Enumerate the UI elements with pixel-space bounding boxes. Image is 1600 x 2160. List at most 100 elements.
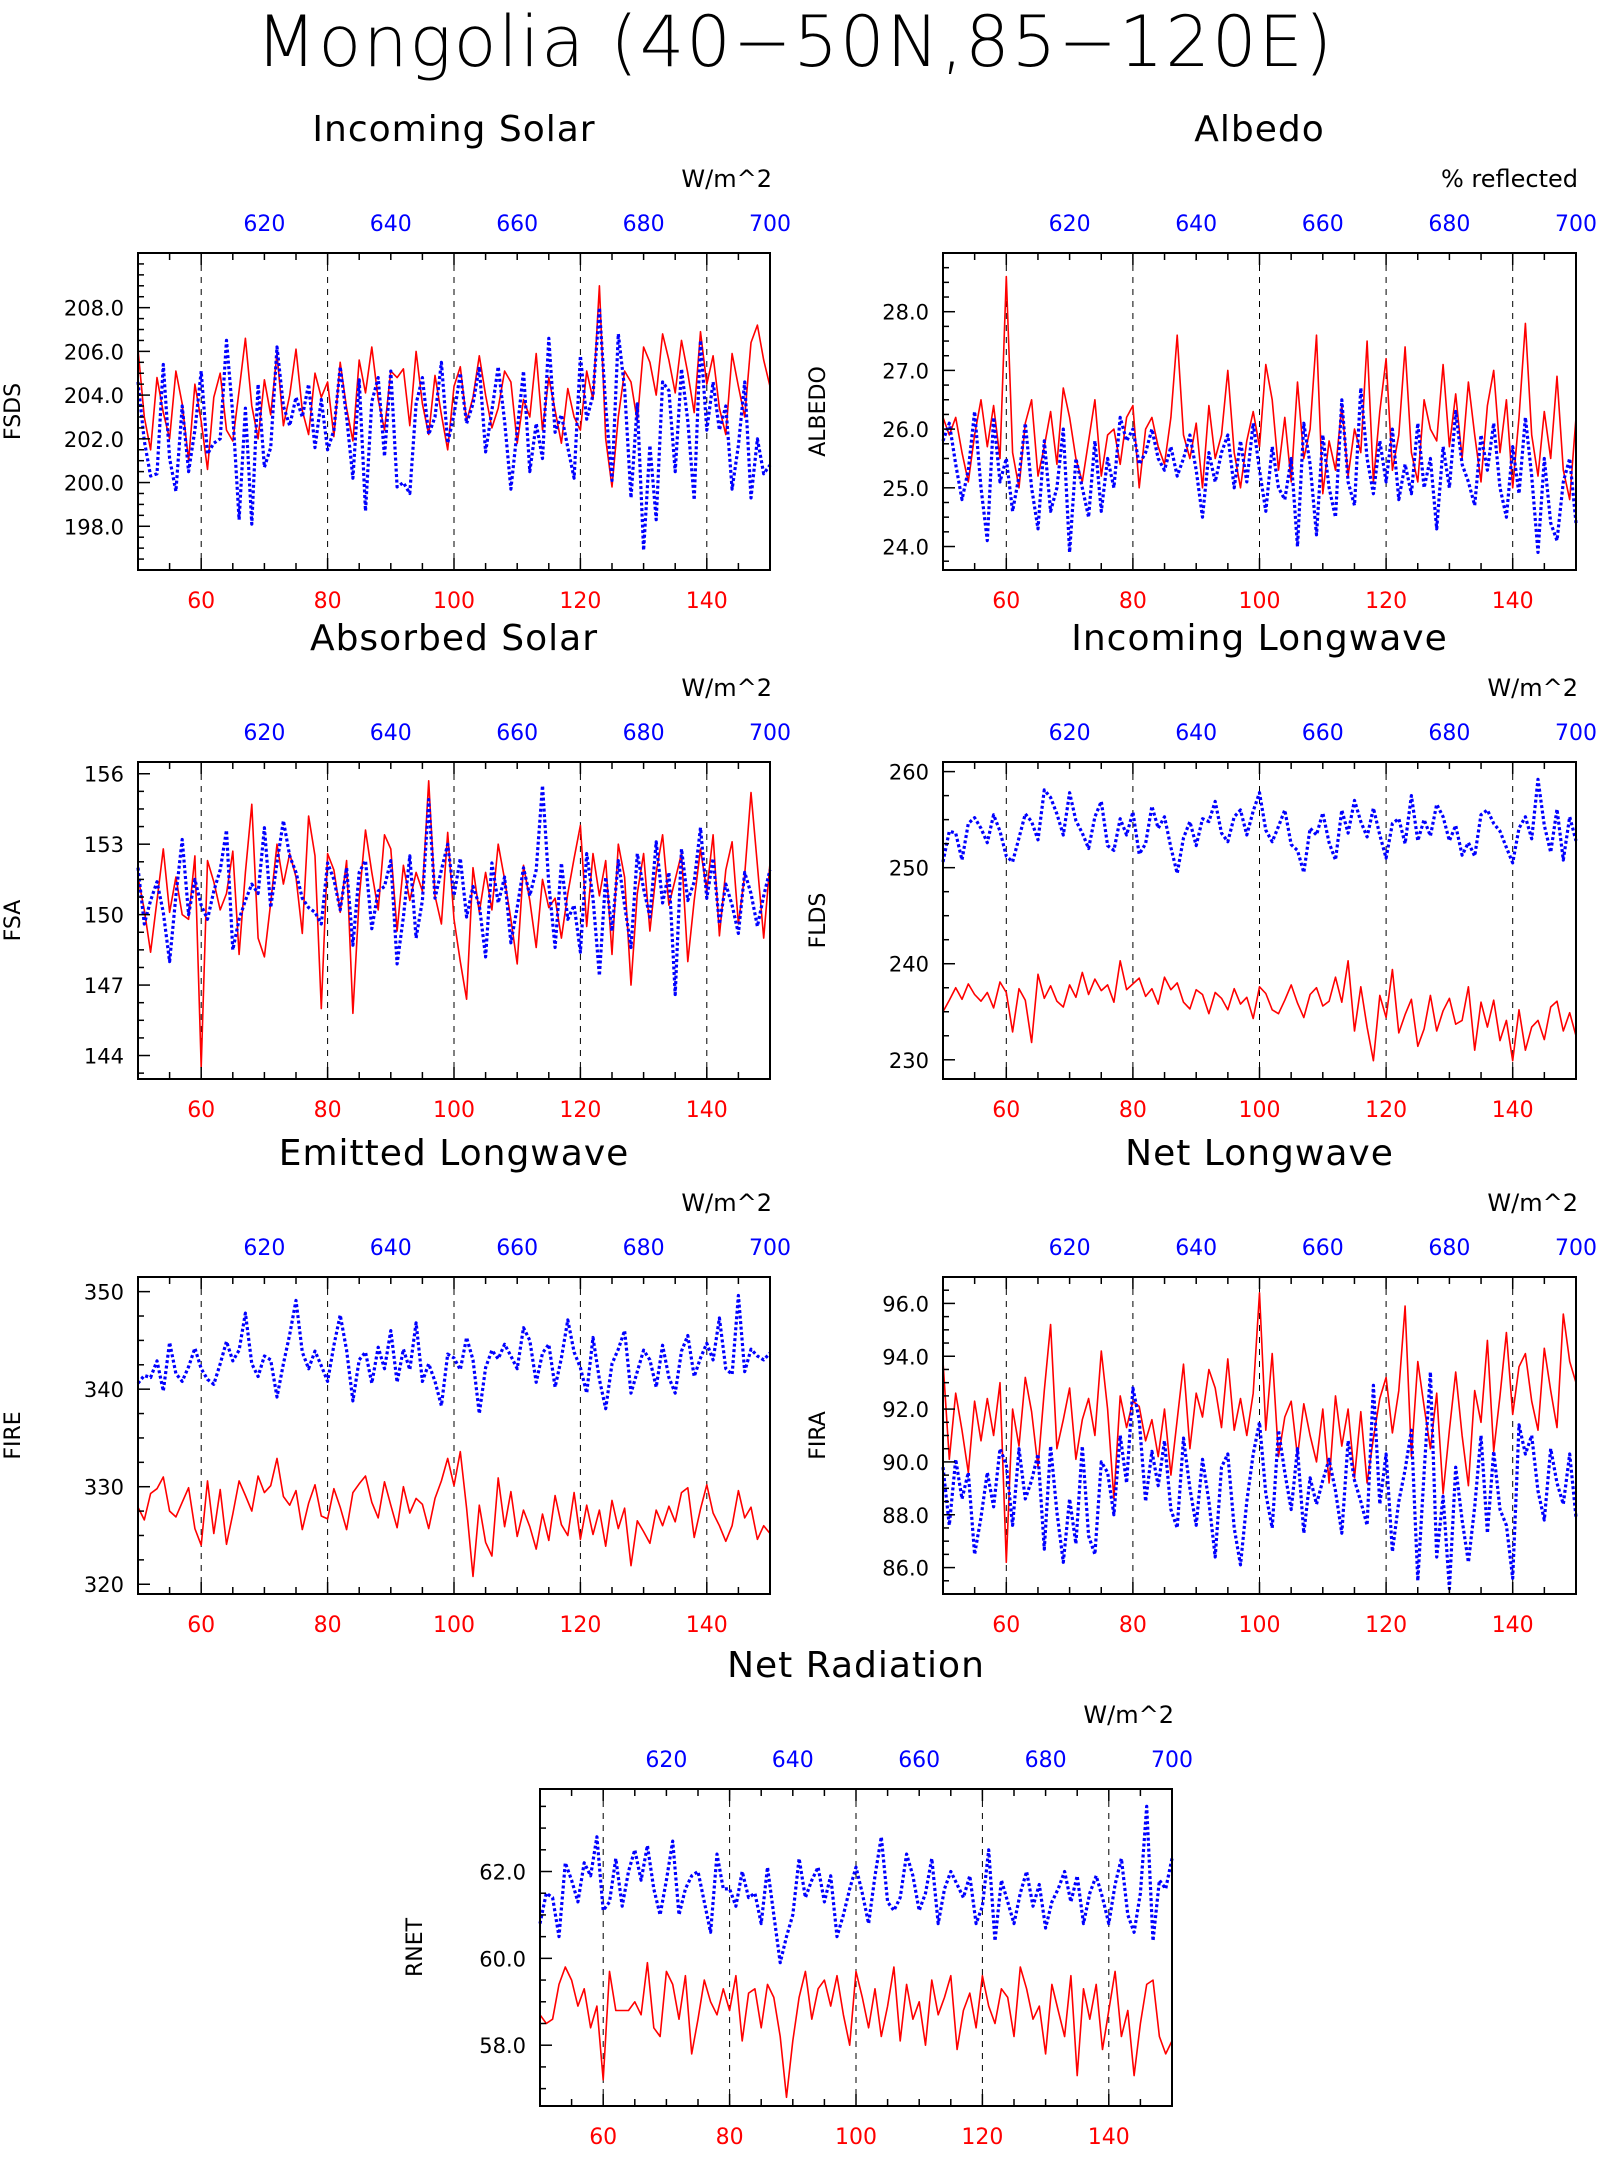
red-series-line: [942, 1292, 1577, 1564]
x-tick-label-top: 680: [623, 1236, 665, 1261]
y-tick-label: 28.0: [882, 301, 929, 325]
x-tick-label-bottom: 100: [433, 589, 475, 614]
y-tick-label: 60.0: [479, 1947, 526, 1971]
x-tick-label-bottom: 80: [716, 2125, 744, 2150]
y-tick-label: 144: [84, 1045, 124, 1069]
y-tick-label: 90.0: [882, 1451, 929, 1475]
y-tick-label: 27.0: [882, 359, 929, 383]
y-tick-label: 94.0: [882, 1345, 929, 1369]
y-tick-label: 350: [84, 1281, 124, 1305]
x-tick-label-bottom: 60: [187, 1613, 215, 1638]
units-label: W/m^2: [1083, 1701, 1174, 1729]
y-tick-label: 204.0: [64, 384, 124, 408]
x-tick-label-top: 660: [496, 212, 538, 237]
x-tick-label-bottom: 100: [835, 2125, 877, 2150]
y-axis-label: RNET: [403, 1917, 428, 1977]
x-tick-label-top: 700: [749, 721, 791, 746]
red-series-line: [539, 1961, 1173, 2099]
x-tick-label-top: 640: [370, 212, 412, 237]
x-tick-label-bottom: 140: [1492, 1613, 1534, 1638]
x-tick-label-bottom: 80: [1119, 1613, 1147, 1638]
panel-rnet: Net Radiation W/m^2 60 80 100 120 140 620 640 660…: [403, 1645, 1193, 2150]
x-tick-label-bottom: 80: [314, 1098, 342, 1123]
panel-flds: Incoming Longwave W/m^2 60 80 100 120 140 620 64…: [806, 618, 1597, 1123]
x-tick-label-top: 640: [370, 721, 412, 746]
blue-series-line: [136, 306, 772, 552]
x-tick-label-top: 620: [243, 721, 285, 746]
x-tick-label-top: 660: [496, 721, 538, 746]
x-tick-label-bottom: 60: [187, 1098, 215, 1123]
y-tick-label: 62.0: [479, 1861, 526, 1885]
x-tick-label-top: 660: [1302, 212, 1344, 237]
red-series-line: [942, 275, 1577, 501]
x-tick-label-top: 620: [1049, 1236, 1091, 1261]
y-tick-label: 147: [84, 974, 124, 998]
x-tick-label-top: 700: [1151, 1748, 1193, 1773]
red-series-line: [137, 284, 771, 488]
x-tick-label-bottom: 80: [1119, 589, 1147, 614]
panel-title: Incoming Longwave: [1071, 618, 1448, 659]
x-tick-label-top: 640: [772, 1748, 814, 1773]
x-tick-label-bottom: 120: [559, 1098, 601, 1123]
x-tick-label-top: 640: [1175, 721, 1217, 746]
x-tick-label-bottom: 120: [559, 1613, 601, 1638]
units-label: W/m^2: [681, 674, 772, 702]
blue-series-line: [136, 1293, 772, 1416]
units-label: W/m^2: [681, 165, 772, 193]
x-tick-label-bottom: 140: [686, 1613, 728, 1638]
units-label: W/m^2: [1487, 674, 1578, 702]
x-tick-label-top: 620: [1049, 721, 1091, 746]
x-tick-label-bottom: 60: [992, 1613, 1020, 1638]
x-tick-label-top: 700: [1555, 1236, 1597, 1261]
x-tick-label-bottom: 120: [1365, 1613, 1407, 1638]
blue-series-line: [941, 386, 1578, 555]
y-tick-label: 330: [84, 1476, 124, 1500]
x-tick-label-bottom: 100: [433, 1098, 475, 1123]
x-tick-label-top: 680: [1428, 1236, 1470, 1261]
blue-series-line: [941, 777, 1578, 876]
x-tick-label-top: 640: [1175, 212, 1217, 237]
red-series-line: [137, 1450, 771, 1578]
x-tick-label-top: 680: [623, 721, 665, 746]
y-tick-label: 26.0: [882, 418, 929, 442]
y-axis-label: FSA: [1, 900, 26, 942]
y-axis-label: FLDS: [806, 893, 831, 949]
x-tick-label-bottom: 60: [992, 1098, 1020, 1123]
x-tick-label-bottom: 60: [992, 589, 1020, 614]
y-tick-label: 202.0: [64, 428, 124, 452]
x-tick-label-top: 680: [1025, 1748, 1067, 1773]
y-tick-label: 92.0: [882, 1398, 929, 1422]
y-axis-label: FIRE: [1, 1411, 26, 1459]
y-axis-label: FSDS: [1, 383, 26, 440]
panel-fsds: Incoming Solar W/m^2 60 80 100 120 140 620 640 66…: [1, 109, 791, 614]
y-tick-label: 156: [84, 763, 124, 787]
x-tick-label-top: 660: [496, 1236, 538, 1261]
x-tick-label-top: 620: [645, 1748, 687, 1773]
red-series-line: [137, 779, 771, 1069]
x-tick-label-bottom: 80: [314, 1613, 342, 1638]
blue-series-line: [941, 1370, 1578, 1591]
y-tick-label: 198.0: [64, 515, 124, 539]
panel-title: Net Radiation: [727, 1645, 985, 1686]
y-tick-label: 206.0: [64, 340, 124, 364]
x-tick-label-top: 620: [243, 1236, 285, 1261]
panel-title: Net Longwave: [1125, 1133, 1394, 1174]
x-tick-label-top: 640: [1175, 1236, 1217, 1261]
y-tick-label: 25.0: [882, 477, 929, 501]
x-tick-label-bottom: 100: [1239, 1098, 1281, 1123]
blue-series-line: [538, 1804, 1174, 1965]
x-tick-label-top: 680: [1428, 721, 1470, 746]
y-tick-label: 153: [84, 833, 124, 857]
y-tick-label: 24.0: [882, 536, 929, 560]
blue-series-line: [136, 783, 772, 997]
x-tick-label-bottom: 80: [314, 589, 342, 614]
y-tick-label: 340: [84, 1378, 124, 1402]
x-tick-label-top: 680: [623, 212, 665, 237]
x-tick-label-bottom: 60: [187, 589, 215, 614]
units-label: W/m^2: [1487, 1189, 1578, 1217]
panel-fsa: Absorbed Solar W/m^2 60 80 100 120 140 620 640 66…: [1, 618, 791, 1123]
panel-fira: Net Longwave W/m^2 60 80 100 120 140 620 640 660 6…: [806, 1133, 1597, 1638]
x-tick-label-top: 660: [898, 1748, 940, 1773]
x-tick-label-bottom: 140: [686, 589, 728, 614]
